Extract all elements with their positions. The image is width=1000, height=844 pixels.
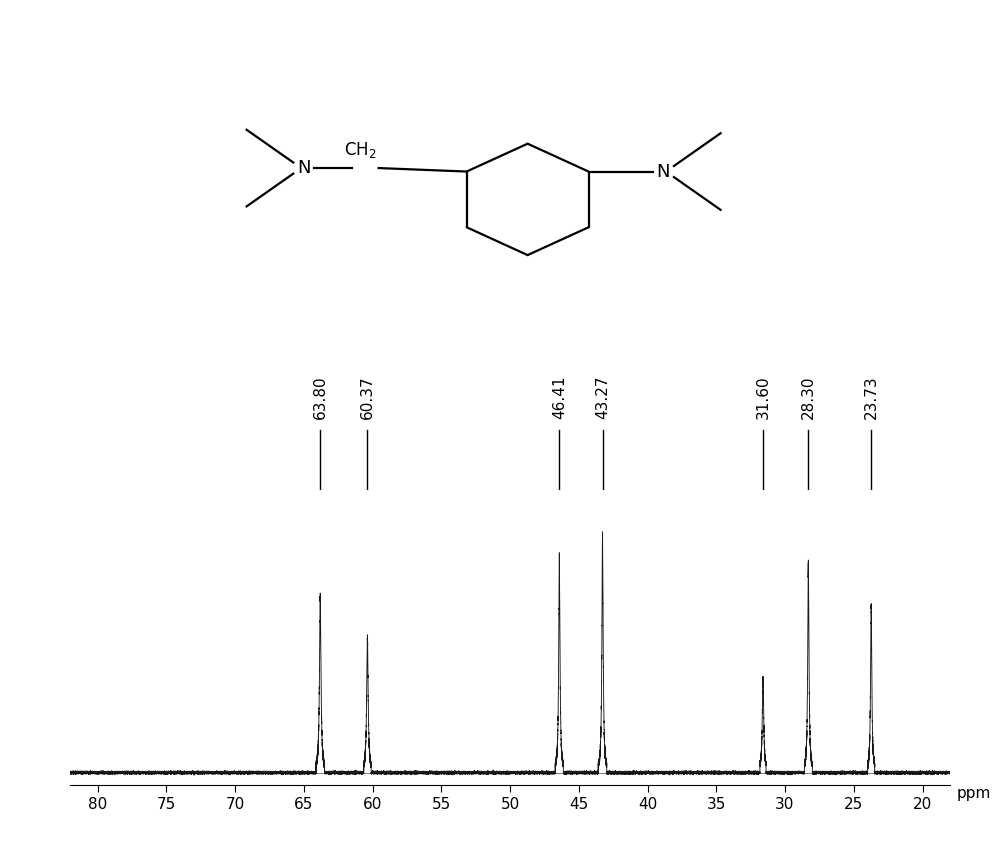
Text: 31.60: 31.60 [756, 376, 770, 419]
Text: ppm: ppm [957, 786, 991, 801]
Text: 43.27: 43.27 [595, 376, 610, 419]
Text: CH$_2$: CH$_2$ [344, 140, 377, 160]
Text: 23.73: 23.73 [864, 376, 879, 419]
Text: N: N [657, 163, 670, 181]
Text: 60.37: 60.37 [360, 376, 375, 419]
Text: 28.30: 28.30 [801, 376, 816, 419]
Text: N: N [297, 159, 311, 177]
Text: 46.41: 46.41 [552, 376, 567, 419]
Text: 63.80: 63.80 [313, 376, 328, 419]
